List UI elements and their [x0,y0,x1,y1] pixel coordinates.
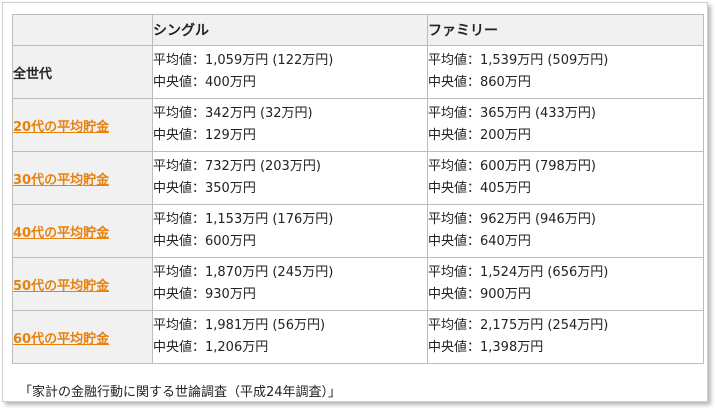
row-label-20s: 20代の平均貯金 [12,98,153,152]
single-cell: 平均値：732万円 (203万円) 中央値：350万円 [152,151,428,205]
row-label-30s: 30代の平均貯金 [12,151,153,205]
single-cell: 平均値：342万円 (32万円) 中央値：129万円 [152,98,428,152]
row-label-40s: 40代の平均貯金 [12,204,153,258]
savings-table: シングル ファミリー 全世代 平均値：1,059万円 (122万円) 中央値：4… [12,14,704,364]
single-average: 平均値：1,870万円 (245万円) [153,265,334,280]
header-corner [12,14,153,46]
single-median: 中央値：930万円 [153,287,256,302]
single-cell: 平均値：1,981万円 (56万円) 中央値：1,206万円 [152,310,428,364]
single-cell: 平均値：1,153万円 (176万円) 中央値：600万円 [152,204,428,258]
table-row: 60代の平均貯金 平均値：1,981万円 (56万円) 中央値：1,206万円 … [12,310,704,364]
family-median: 中央値：405万円 [428,181,531,196]
family-cell: 平均値：2,175万円 (254万円) 中央値：1,398万円 [427,310,704,364]
family-cell: 平均値：1,524万円 (656万円) 中央値：900万円 [427,257,704,311]
table-frame: シングル ファミリー 全世代 平均値：1,059万円 (122万円) 中央値：4… [2,2,708,402]
single-average: 平均値：1,153万円 (176万円) [153,212,334,227]
family-average: 平均値：365万円 (433万円) [428,106,596,121]
source-caption: 「家計の金融行動に関する世論調査（平成24年調査）」 [19,385,342,400]
family-average: 平均値：1,539万円 (509万円) [428,53,609,68]
table-row: 30代の平均貯金 平均値：732万円 (203万円) 中央値：350万円 平均値… [12,151,704,205]
table-row: 50代の平均貯金 平均値：1,870万円 (245万円) 中央値：930万円 平… [12,257,704,311]
single-median: 中央値：600万円 [153,234,256,249]
header-row: シングル ファミリー [12,14,704,46]
family-cell: 平均値：365万円 (433万円) 中央値：200万円 [427,98,704,152]
link-20s-savings[interactable]: 20代の平均貯金 [13,119,110,135]
table-row: 40代の平均貯金 平均値：1,153万円 (176万円) 中央値：600万円 平… [12,204,704,258]
table-row: 20代の平均貯金 平均値：342万円 (32万円) 中央値：129万円 平均値：… [12,98,704,152]
family-cell: 平均値：1,539万円 (509万円) 中央値：860万円 [427,45,704,99]
family-median: 中央値：200万円 [428,128,531,143]
single-cell: 平均値：1,059万円 (122万円) 中央値：400万円 [152,45,428,99]
family-average: 平均値：962万円 (946万円) [428,212,596,227]
family-average: 平均値：600万円 (798万円) [428,159,596,174]
single-average: 平均値：342万円 (32万円) [153,106,313,121]
family-median: 中央値：640万円 [428,234,531,249]
single-average: 平均値：1,059万円 (122万円) [153,53,334,68]
table-row: 全世代 平均値：1,059万円 (122万円) 中央値：400万円 平均値：1,… [12,45,704,99]
family-median: 中央値：1,398万円 [428,340,544,355]
link-30s-savings[interactable]: 30代の平均貯金 [13,172,110,188]
single-median: 中央値：129万円 [153,128,256,143]
row-label-all-ages: 全世代 [12,45,153,99]
row-label-50s: 50代の平均貯金 [12,257,153,311]
link-60s-savings[interactable]: 60代の平均貯金 [13,331,110,347]
family-cell: 平均値：600万円 (798万円) 中央値：405万円 [427,151,704,205]
row-label-60s: 60代の平均貯金 [12,310,153,364]
single-median: 中央値：1,206万円 [153,340,269,355]
link-40s-savings[interactable]: 40代の平均貯金 [13,225,110,241]
single-median: 中央値：350万円 [153,181,256,196]
link-50s-savings[interactable]: 50代の平均貯金 [13,278,110,294]
family-cell: 平均値：962万円 (946万円) 中央値：640万円 [427,204,704,258]
header-family: ファミリー [427,14,704,46]
single-cell: 平均値：1,870万円 (245万円) 中央値：930万円 [152,257,428,311]
single-median: 中央値：400万円 [153,75,256,90]
family-median: 中央値：900万円 [428,287,531,302]
single-average: 平均値：1,981万円 (56万円) [153,318,326,333]
single-average: 平均値：732万円 (203万円) [153,159,321,174]
family-average: 平均値：2,175万円 (254万円) [428,318,609,333]
family-median: 中央値：860万円 [428,75,531,90]
family-average: 平均値：1,524万円 (656万円) [428,265,609,280]
header-single: シングル [152,14,428,46]
